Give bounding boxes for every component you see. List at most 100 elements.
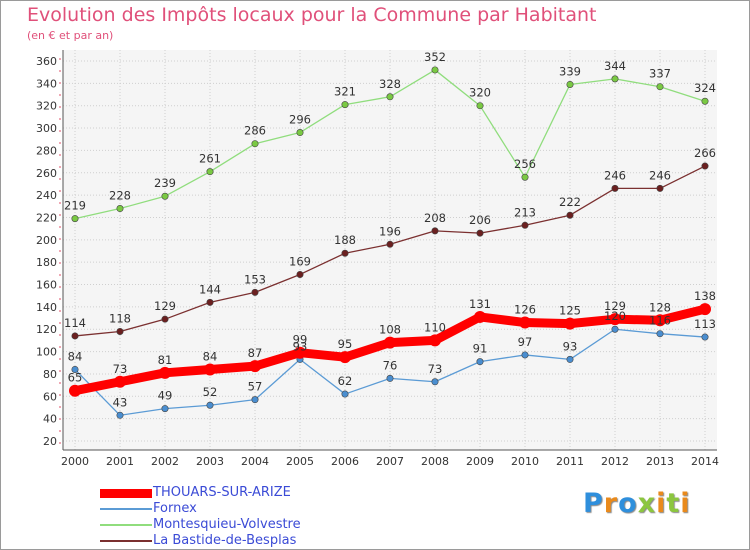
data-point (609, 313, 621, 326)
data-label: 352 (424, 50, 446, 64)
data-point (521, 173, 529, 181)
data-label: 95 (338, 337, 353, 351)
data-label: 81 (158, 353, 173, 367)
data-label: 153 (244, 272, 266, 286)
data-label: 286 (244, 124, 266, 138)
data-label: 49 (158, 389, 173, 403)
data-point (521, 221, 529, 229)
data-point (206, 168, 214, 176)
data-point (476, 102, 484, 110)
data-label: 125 (559, 304, 581, 318)
x-tick-label: 2004 (241, 455, 269, 468)
data-label: 93 (293, 339, 308, 353)
data-point (386, 93, 394, 101)
data-label: 110 (424, 320, 446, 334)
data-point (204, 363, 216, 376)
y-tick-label: 40 (43, 413, 57, 426)
data-point (701, 333, 709, 341)
data-point (249, 360, 261, 373)
data-label: 91 (473, 342, 488, 356)
chart-title: Evolution des Impôts locaux pour la Comm… (27, 4, 597, 26)
data-label: 344 (604, 59, 626, 73)
logo-letter: x (637, 488, 657, 519)
data-point (296, 270, 304, 278)
data-label: 339 (559, 64, 581, 78)
data-label: 266 (694, 146, 716, 160)
legend-label: Montesquieu-Volvestre (153, 517, 301, 532)
data-point (161, 405, 169, 413)
legend-label: THOUARS-SUR-ARIZE (153, 485, 291, 500)
data-label: 129 (154, 299, 176, 313)
data-point (116, 411, 124, 419)
data-point (116, 205, 124, 213)
data-point (431, 66, 439, 74)
data-point (341, 390, 349, 398)
data-label: 261 (199, 152, 221, 166)
x-tick-label: 2007 (376, 455, 404, 468)
y-tick-label: 360 (36, 55, 57, 68)
data-label: 196 (379, 224, 401, 238)
data-label: 120 (604, 309, 626, 323)
data-label: 213 (514, 205, 536, 219)
data-point (296, 129, 304, 137)
x-tick-label: 2005 (286, 455, 314, 468)
data-label: 208 (424, 211, 446, 225)
chart-subtitle: (en € et par an) (27, 29, 114, 42)
data-point (521, 351, 529, 359)
data-point (341, 249, 349, 257)
data-label: 118 (109, 311, 131, 325)
data-point (251, 140, 259, 148)
data-point (699, 303, 711, 316)
data-label: 206 (469, 213, 491, 227)
data-point (71, 365, 79, 373)
y-tick-label: 20 (43, 435, 57, 448)
data-label: 108 (379, 323, 401, 337)
data-point (161, 315, 169, 323)
x-tick-label: 2000 (61, 455, 89, 468)
legend-label: La Bastide-de-Besplas (153, 533, 297, 548)
data-label: 129 (604, 299, 626, 313)
data-point (251, 288, 259, 296)
data-label: 84 (203, 349, 218, 363)
data-point (656, 83, 664, 91)
data-label: 188 (334, 233, 356, 247)
data-label: 93 (563, 339, 578, 353)
data-point (611, 184, 619, 192)
data-point (71, 215, 79, 223)
data-label: 144 (199, 282, 221, 296)
y-tick-label: 120 (36, 323, 57, 336)
y-tick-label: 260 (36, 167, 57, 180)
data-label: 169 (289, 254, 311, 268)
data-point (519, 316, 531, 329)
data-label: 131 (469, 297, 491, 311)
data-point (476, 358, 484, 366)
legend-label: Fornex (153, 501, 197, 516)
y-tick-label: 340 (36, 77, 57, 90)
data-point (251, 396, 259, 404)
logo-letter: i (656, 488, 667, 519)
data-label: 239 (154, 176, 176, 190)
data-point (159, 366, 171, 379)
x-tick-label: 2006 (331, 455, 359, 468)
data-label: 324 (694, 81, 716, 95)
data-point (656, 330, 664, 338)
data-point (341, 101, 349, 109)
data-point (701, 97, 709, 105)
data-label: 337 (649, 67, 671, 81)
data-label: 43 (113, 395, 128, 409)
data-label: 128 (649, 300, 671, 314)
data-label: 246 (649, 168, 671, 182)
y-tick-label: 60 (43, 390, 57, 403)
data-label: 87 (248, 346, 263, 360)
x-tick-label: 2010 (511, 455, 539, 468)
data-point (294, 346, 306, 359)
data-label: 321 (334, 85, 356, 99)
y-tick-label: 240 (36, 189, 57, 202)
data-label: 73 (428, 362, 443, 376)
data-label: 228 (109, 189, 131, 203)
data-point (476, 229, 484, 237)
data-label: 246 (604, 168, 626, 182)
data-label: 328 (379, 77, 401, 91)
data-point (386, 374, 394, 382)
